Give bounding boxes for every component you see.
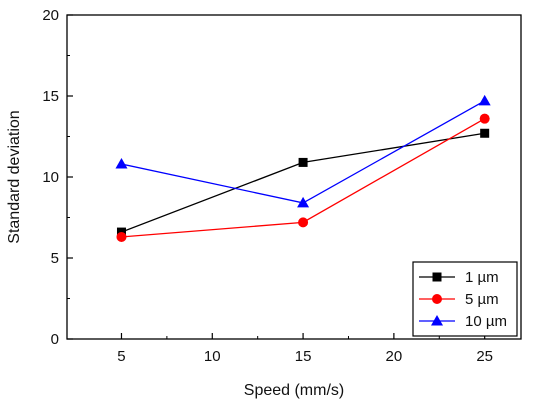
y-axis-title: Standard deviation — [6, 110, 23, 243]
legend-marker — [432, 294, 442, 304]
legend: 1 µm 5 µm 10 µm — [412, 261, 518, 337]
data-point — [116, 231, 127, 242]
x-tick-label: 15 — [295, 348, 312, 365]
legend-label: 10 µm — [465, 313, 507, 330]
data-point — [115, 158, 128, 169]
legend-label: 5 µm — [465, 291, 499, 308]
legend-label: 1 µm — [465, 269, 499, 286]
y-tick-label: 10 — [42, 169, 59, 186]
data-point — [298, 217, 309, 228]
x-axis-title: Speed (mm/s) — [244, 382, 344, 399]
series-layer — [115, 94, 491, 242]
data-point — [297, 196, 310, 208]
y-tick-label: 15 — [42, 88, 59, 105]
y-tick-label: 20 — [42, 7, 59, 24]
data-point — [479, 113, 490, 124]
data-point — [480, 128, 490, 138]
x-tick-label: 10 — [204, 348, 221, 365]
data-point — [478, 94, 491, 106]
series-line — [121, 100, 485, 204]
x-tick-label: 20 — [386, 348, 403, 365]
x-tick-label: 5 — [117, 348, 125, 365]
y-tick-label: 5 — [51, 250, 59, 267]
y-tick-label: 0 — [51, 331, 59, 348]
series-line — [121, 132, 485, 233]
series-3 — [115, 94, 491, 208]
x-axis: 5 10 15 20 25 — [117, 333, 493, 365]
legend-marker — [431, 315, 443, 326]
series-2 — [116, 113, 490, 242]
x-tick-label: 25 — [476, 348, 493, 365]
legend-marker — [432, 272, 442, 282]
y-axis: 0 5 10 15 20 — [42, 7, 73, 348]
data-point — [298, 157, 308, 167]
